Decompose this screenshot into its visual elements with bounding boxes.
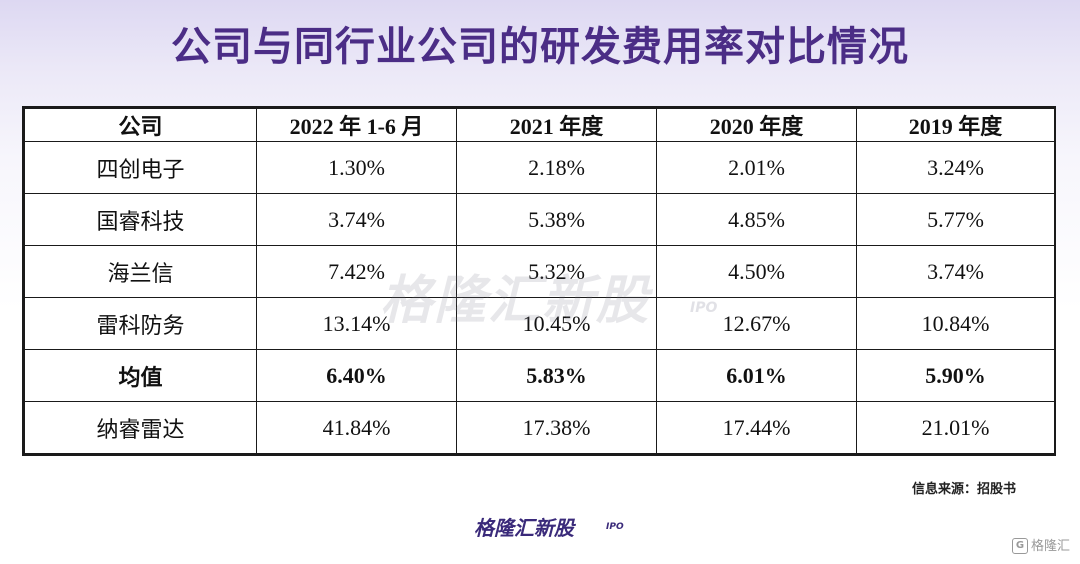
ratio-cell: 4.85%	[656, 193, 857, 246]
ratio-cell: 5.32%	[456, 245, 657, 298]
ratio-cell: 4.50%	[656, 245, 857, 298]
ratio-cell: 17.44%	[656, 401, 857, 454]
ratio-cell: 41.84%	[256, 401, 457, 454]
ratio-cell: 5.38%	[456, 193, 657, 246]
ratio-cell: 21.01%	[856, 401, 1055, 454]
header-2020: 2020 年度	[656, 108, 857, 142]
ratio-cell: 6.40%	[256, 349, 457, 402]
table-row: 纳睿雷达 41.84% 17.38% 17.44% 21.01%	[24, 401, 1055, 454]
ratio-cell: 2.01%	[656, 141, 857, 194]
header-2022h1: 2022 年 1-6 月	[256, 108, 457, 142]
company-name-cell: 四创电子	[24, 141, 257, 194]
company-name-cell: 海兰信	[24, 245, 257, 298]
source-note: 信息来源：招股书	[911, 482, 1016, 497]
ratio-cell: 3.24%	[856, 141, 1055, 194]
watermark-ipo: IPO	[690, 300, 718, 316]
rd-expense-ratio-table: 公司 2022 年 1-6 月 2021 年度 2020 年度 2019 年度 …	[24, 108, 1055, 454]
company-name-cell: 均值	[24, 349, 257, 402]
table-row: 海兰信 7.42% 5.32% 4.50% 3.74%	[24, 245, 1055, 298]
header-2019: 2019 年度	[856, 108, 1055, 142]
ratio-cell: 1.30%	[256, 141, 457, 194]
company-name-cell: 国睿科技	[24, 193, 257, 246]
ratio-cell: 2.18%	[456, 141, 657, 194]
ratio-cell: 5.77%	[856, 193, 1055, 246]
ratio-cell: 17.38%	[456, 401, 657, 454]
table-row: 四创电子 1.30% 2.18% 2.01% 3.24%	[24, 141, 1055, 194]
g-logo-icon: G	[1011, 538, 1028, 554]
ratio-cell: 12.67%	[656, 297, 857, 350]
corner-watermark-text: 格隆汇	[1030, 538, 1070, 554]
comparison-table: 公司 2022 年 1-6 月 2021 年度 2020 年度 2019 年度 …	[22, 106, 1056, 456]
ratio-cell: 10.84%	[856, 297, 1055, 350]
ratio-cell: 10.45%	[456, 297, 657, 350]
company-name-cell: 雷科防务	[24, 297, 257, 350]
ratio-cell: 3.74%	[256, 193, 457, 246]
header-company: 公司	[24, 108, 257, 142]
table-row: 国睿科技 3.74% 5.38% 4.85% 5.77%	[24, 193, 1055, 246]
corner-watermark: G 格隆汇	[1011, 535, 1070, 554]
page-title: 公司与同行业公司的研发费用率对比情况	[171, 24, 909, 70]
ratio-cell: 13.14%	[256, 297, 457, 350]
ratio-cell: 5.83%	[456, 349, 657, 402]
header-2021: 2021 年度	[456, 108, 657, 142]
brand-logo-text: 格隆汇新股	[474, 516, 574, 540]
table-row: 雷科防务 13.14% 10.45% 12.67% 10.84%	[24, 297, 1055, 350]
company-name-cell: 纳睿雷达	[24, 401, 257, 454]
ratio-cell: 6.01%	[656, 349, 857, 402]
table-body: 四创电子 1.30% 2.18% 2.01% 3.24% 国睿科技 3.74% 5.38% 4.…	[24, 141, 1055, 454]
ratio-cell: 7.42%	[256, 245, 457, 298]
brand-logo-ipo: IPO	[606, 522, 624, 532]
table-row: 均值 6.40% 5.83% 6.01% 5.90%	[24, 349, 1055, 402]
ratio-cell: 5.90%	[856, 349, 1055, 402]
table-header-row: 公司 2022 年 1-6 月 2021 年度 2020 年度 2019 年度	[24, 108, 1055, 142]
ratio-cell: 3.74%	[856, 245, 1055, 298]
